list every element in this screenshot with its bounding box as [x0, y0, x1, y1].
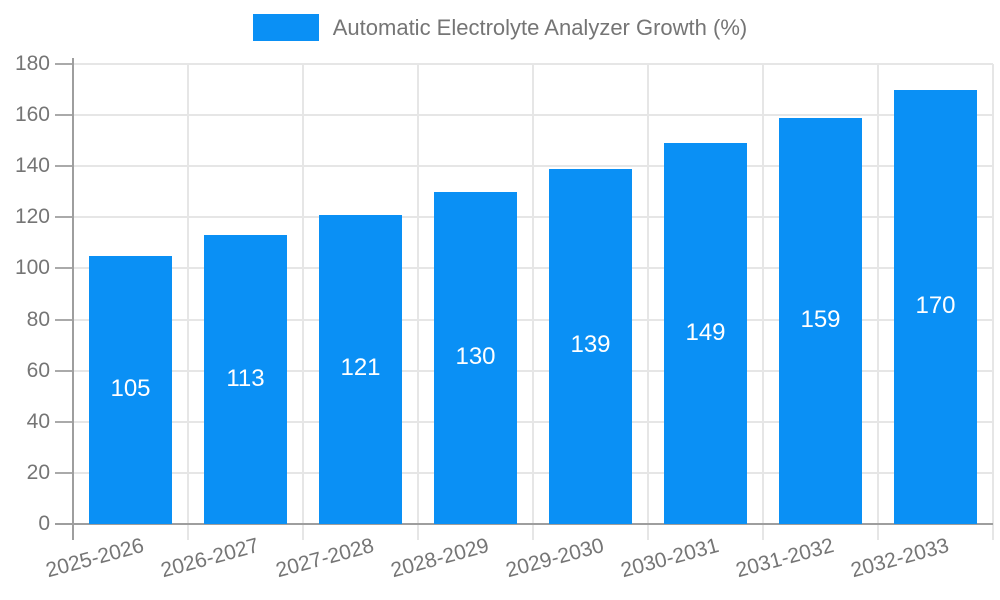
bar-value-label: 159 [800, 305, 841, 333]
y-tick-label: 0 [38, 512, 50, 535]
x-gridline [992, 64, 994, 540]
bar [204, 235, 287, 524]
y-tick-mark [55, 114, 73, 117]
y-tick-label: 40 [26, 409, 50, 433]
x-tick-label: 2031-2032 [733, 534, 837, 583]
legend: Automatic Electrolyte Analyzer Growth (%… [0, 14, 1000, 41]
bar-value-label: 130 [455, 342, 496, 370]
y-tick-label: 20 [26, 460, 50, 484]
x-gridline [187, 64, 189, 540]
bar [434, 191, 517, 524]
x-tick-label: 2029-2030 [503, 534, 607, 583]
bar-value-label: 121 [340, 354, 381, 382]
y-tick-mark [55, 267, 73, 270]
bar-value-label: 139 [570, 331, 611, 359]
x-tick-label: 2027-2028 [273, 534, 377, 583]
y-tick-label: 100 [14, 256, 50, 280]
bar [319, 214, 402, 524]
x-gridline [647, 64, 649, 540]
y-tick-label: 180 [14, 52, 50, 75]
bar [549, 168, 632, 524]
x-tick-label: 2028-2029 [388, 534, 492, 583]
x-gridline [417, 64, 419, 540]
bar-value-label: 149 [685, 318, 726, 346]
bar-value-label: 105 [110, 374, 151, 402]
bar [89, 255, 172, 524]
bar [894, 89, 977, 524]
x-tick-label: 2030-2031 [618, 534, 722, 583]
x-tick-label: 2026-2027 [158, 534, 262, 583]
y-tick-mark [55, 471, 73, 474]
y-tick-label: 160 [14, 103, 50, 127]
x-axis-line [55, 523, 993, 525]
x-gridline [877, 64, 879, 540]
y-tick-label: 120 [14, 205, 50, 229]
x-gridline [532, 64, 534, 540]
x-gridline [762, 64, 764, 540]
legend-swatch [252, 14, 319, 41]
y-tick-mark [55, 165, 73, 168]
x-tick-label: 2025-2026 [43, 534, 147, 583]
y-tick-mark [55, 420, 73, 423]
y-tick-mark [55, 216, 73, 219]
y-tick-mark [55, 63, 73, 65]
legend-label: Automatic Electrolyte Analyzer Growth (%… [332, 15, 748, 40]
y-tick-label: 140 [14, 154, 50, 178]
y-tick-label: 60 [26, 358, 50, 382]
bar-value-label: 113 [226, 364, 265, 392]
bar [779, 117, 862, 524]
x-gridline [302, 64, 304, 540]
bar [664, 143, 747, 524]
y-tick-mark [55, 369, 73, 372]
x-tick-label: 2032-2033 [848, 534, 952, 583]
y-tick-label: 80 [26, 307, 50, 331]
bar-value-label: 170 [915, 291, 956, 319]
y-tick-mark [55, 318, 73, 321]
y-axis-line [72, 58, 74, 540]
